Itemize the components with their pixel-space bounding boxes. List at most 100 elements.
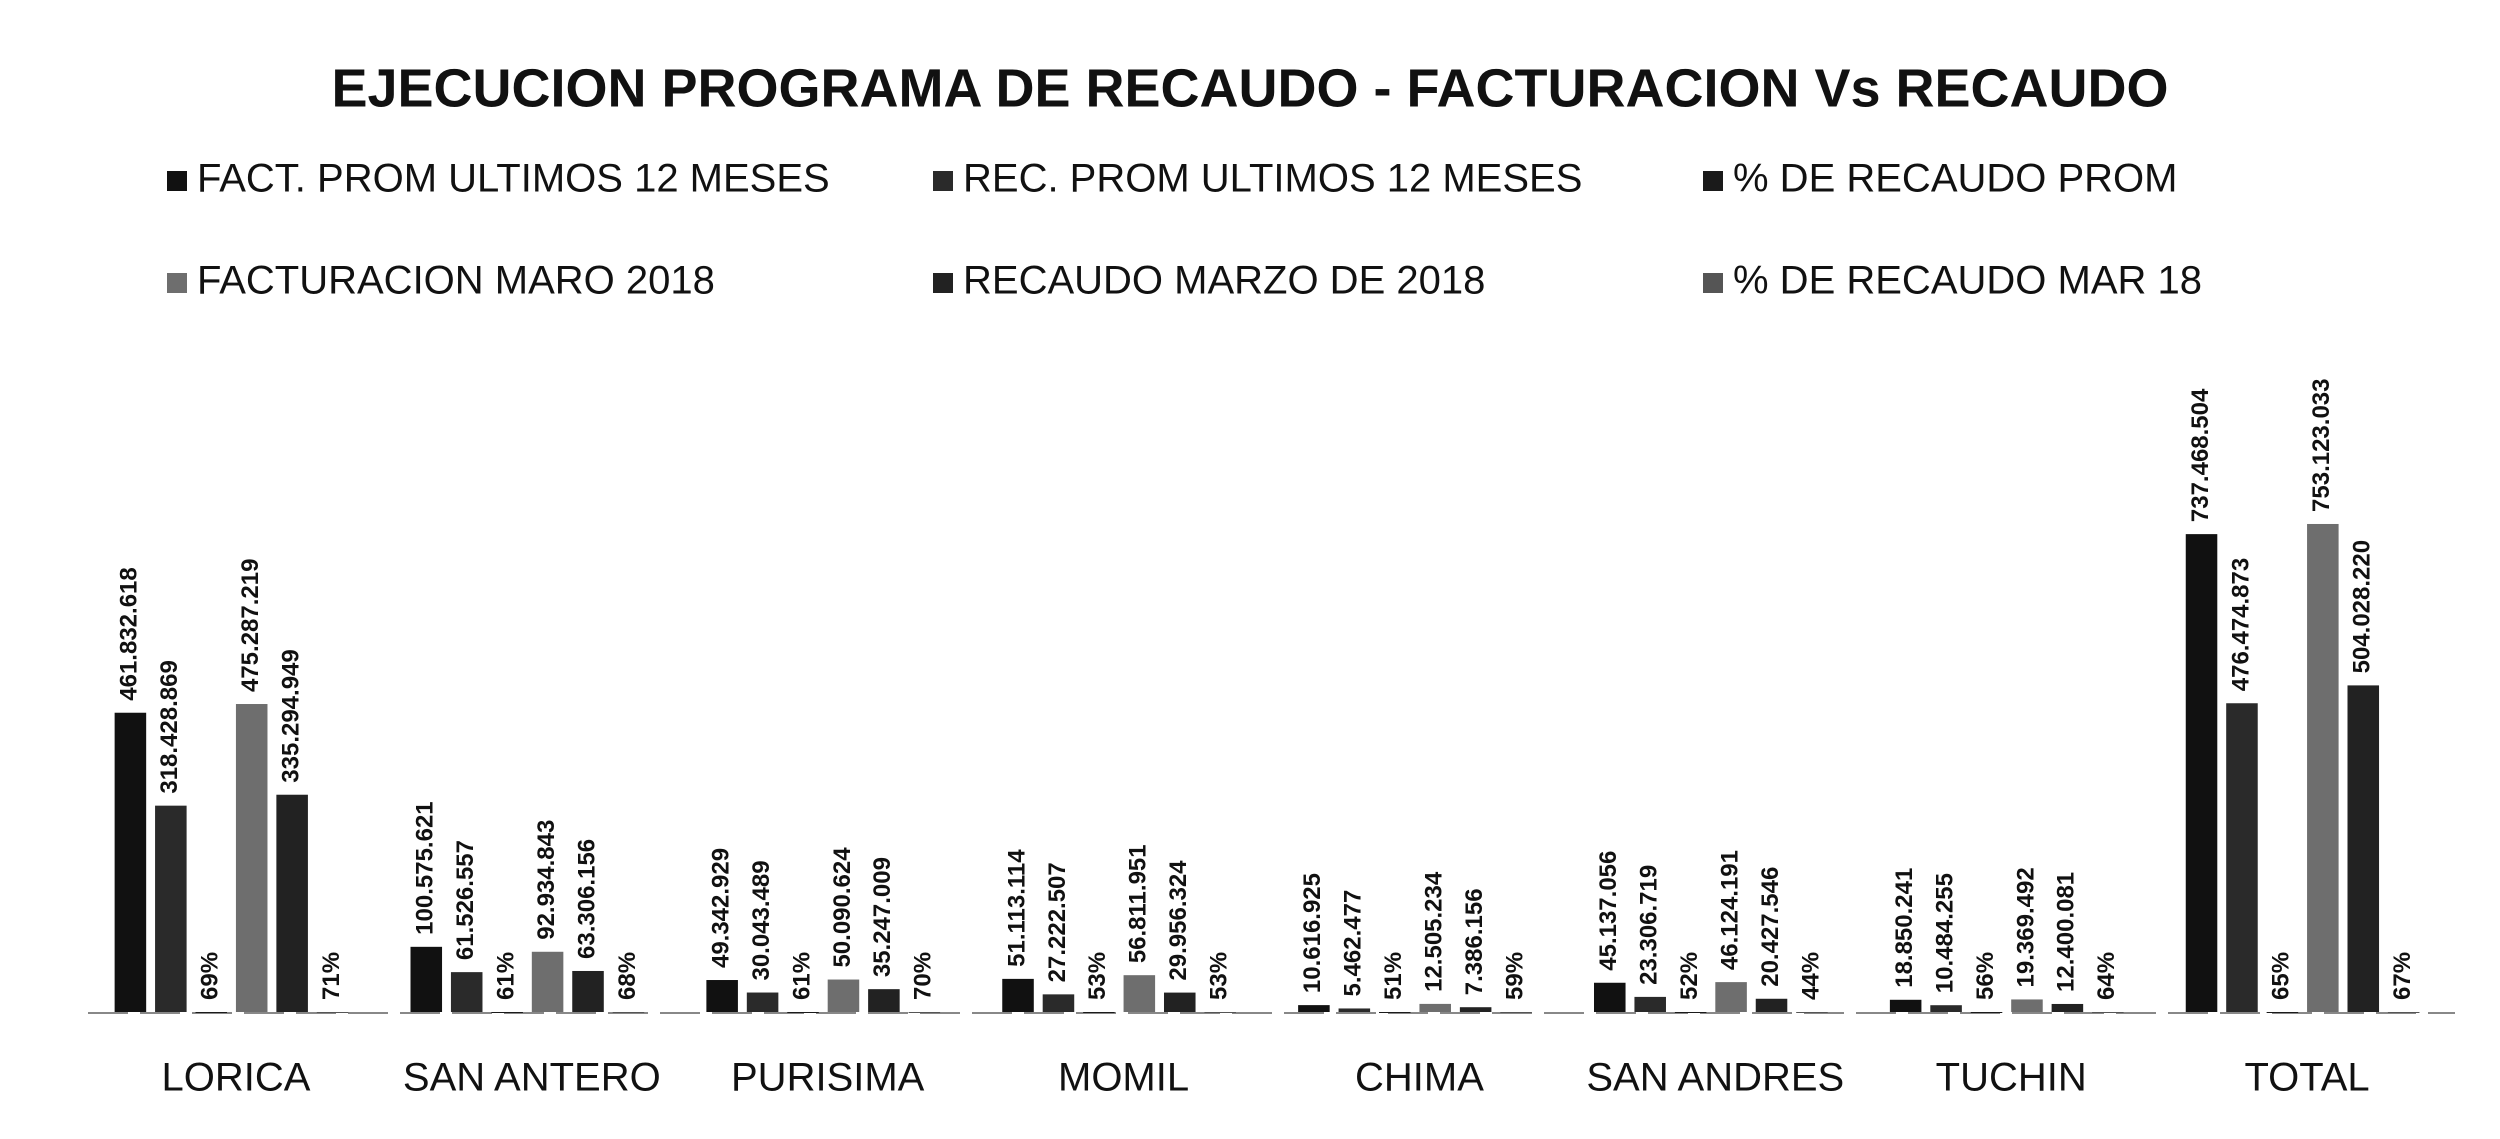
data-label: 69%: [197, 952, 224, 1000]
data-label: 737.468.504: [2187, 388, 2214, 522]
x-tick-label: PURISIMA: [731, 1056, 925, 1100]
data-label: 29.956.324: [1165, 860, 1192, 981]
legend-label: RECAUDO MARZO DE 2018: [963, 259, 1485, 303]
data-label: 59%: [1501, 952, 1528, 1000]
bar: [1083, 1011, 1115, 1013]
data-label: 504.028.220: [2349, 540, 2376, 673]
bar: [1002, 978, 1034, 1012]
bar: [1042, 994, 1075, 1012]
legend-label: FACTURACION MARO 2018: [197, 259, 715, 303]
bar: [1123, 975, 1156, 1012]
data-label: 12.505.234: [1421, 871, 1448, 992]
bar: [1594, 982, 1626, 1012]
data-label: 92.934.843: [533, 820, 560, 940]
bar: [1634, 996, 1666, 1012]
x-tick-label: CHIMA: [1355, 1056, 1484, 1100]
bar: [114, 712, 147, 1012]
bar: [195, 1011, 228, 1013]
bar: [2092, 1011, 2124, 1013]
data-label: 49.342.929: [707, 848, 734, 968]
data-label: 68%: [614, 952, 641, 1000]
data-label: 10.616.925: [1299, 873, 1326, 993]
data-label: 10.484.255: [1931, 873, 1958, 993]
bar: [531, 951, 564, 1012]
bar: [572, 970, 604, 1012]
data-label: 5.462.477: [1340, 890, 1367, 997]
data-label: 61%: [492, 952, 519, 1000]
bar: [868, 989, 900, 1012]
data-label: 44%: [1797, 952, 1824, 1000]
legend-swatch: [933, 171, 953, 191]
bar: [235, 704, 268, 1012]
bar: [2185, 534, 2218, 1012]
data-label: 56%: [1972, 952, 1999, 1000]
bar: [2011, 999, 2043, 1012]
bar: [2226, 703, 2258, 1012]
data-label: 50.090.624: [829, 847, 856, 968]
x-tick-label: TUCHIN: [1936, 1056, 2087, 1100]
bar: [1755, 998, 1788, 1012]
data-label: 318.428.869: [156, 660, 183, 793]
data-label: 52%: [1676, 952, 1703, 1000]
bar: [1298, 1005, 1330, 1012]
bar: [450, 972, 483, 1012]
bar: [410, 946, 443, 1012]
bar: [1204, 1011, 1236, 1013]
data-label: 12.400.081: [2053, 872, 2080, 992]
bar: [612, 1011, 645, 1013]
x-tick-label: LORICA: [161, 1056, 310, 1100]
bar: [1796, 1012, 1828, 1013]
bar: [1459, 1007, 1492, 1012]
data-label: 61%: [788, 952, 815, 1000]
data-label: 51%: [1380, 952, 1407, 1000]
data-label: 475.287.219: [237, 559, 264, 692]
data-label: 61.526.557: [452, 840, 479, 960]
data-label: 64%: [2093, 952, 2120, 1000]
data-label: 753.123.033: [2308, 379, 2335, 512]
bar: [2051, 1003, 2084, 1012]
legend-label: FACT. PROM ULTIMOS 12 MESES: [197, 157, 830, 201]
bar: [155, 805, 187, 1012]
bar: [1500, 1011, 1532, 1013]
data-label: 100.575.621: [412, 801, 439, 934]
data-label: 476.474.873: [2227, 558, 2254, 691]
data-label: 7.386.156: [1461, 888, 1488, 995]
x-tick-label: SAN ANDRES: [1586, 1056, 1844, 1100]
data-label: 46.124.191: [1716, 850, 1743, 970]
x-tick-label: SAN ANTERO: [403, 1056, 661, 1100]
bar: [491, 1011, 523, 1013]
legend-swatch: [1703, 273, 1723, 293]
legend-swatch: [933, 273, 953, 293]
bar: [787, 1011, 819, 1013]
bar: [1419, 1003, 1451, 1012]
data-label: 51.113.114: [1003, 849, 1030, 967]
data-label: 53%: [1206, 952, 1233, 1000]
bar: [2266, 1011, 2299, 1013]
legend-label: % DE RECAUDO MAR 18: [1733, 259, 2202, 303]
bar: [1163, 992, 1196, 1012]
bar: [1674, 1011, 1707, 1013]
data-label: 461.832.618: [116, 567, 143, 700]
bar: [827, 979, 860, 1012]
bar: [1930, 1005, 1962, 1012]
data-label: 71%: [318, 952, 345, 1000]
data-label: 53%: [1084, 952, 1111, 1000]
data-label: 65%: [2268, 952, 2295, 1000]
data-label: 27.222.507: [1044, 862, 1071, 982]
data-label: 23.306.719: [1636, 865, 1663, 985]
bar: [316, 1011, 349, 1013]
data-label: 30.043.489: [748, 860, 775, 980]
bar: [746, 992, 779, 1012]
data-label: 45.137.056: [1595, 851, 1622, 971]
bar: [1715, 982, 1747, 1012]
bar: [1970, 1011, 2003, 1013]
legend-swatch: [167, 273, 187, 293]
legend-swatch: [167, 171, 187, 191]
data-label: 18.850.241: [1891, 868, 1918, 988]
data-label: 335.294.949: [277, 649, 304, 782]
bar: [1379, 1011, 1411, 1013]
x-tick-label: MOMIL: [1058, 1056, 1189, 1100]
data-label: 35.247.009: [869, 857, 896, 977]
bar: [2307, 523, 2339, 1012]
